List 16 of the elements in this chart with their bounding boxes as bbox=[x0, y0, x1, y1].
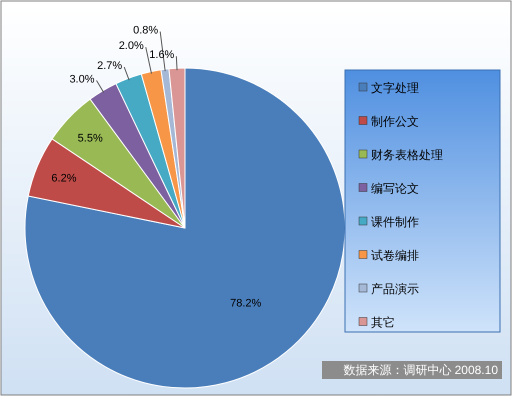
legend-label: 试卷编排 bbox=[371, 248, 419, 262]
data-label: 2.0% bbox=[118, 40, 144, 52]
data-label: 6.2% bbox=[51, 172, 77, 184]
legend-label: 其它 bbox=[371, 316, 395, 330]
source-note: 数据来源：调研中心 2008.10 bbox=[343, 363, 498, 377]
legend-label: 课件制作 bbox=[371, 215, 419, 229]
legend-label: 编写论文 bbox=[371, 182, 419, 196]
data-label: 0.8% bbox=[133, 24, 158, 37]
data-label: 2.7% bbox=[97, 60, 122, 72]
slice-label: 文字处理 bbox=[371, 81, 419, 95]
data-label: 5.5% bbox=[78, 132, 103, 144]
legend-label: 制作公文 bbox=[371, 114, 419, 128]
legend-label: 财务表格处理 bbox=[371, 148, 443, 162]
legend-label: 产品演示 bbox=[371, 282, 419, 296]
data-label: 3.0% bbox=[69, 74, 95, 86]
data-label: 78.2% bbox=[230, 297, 262, 310]
